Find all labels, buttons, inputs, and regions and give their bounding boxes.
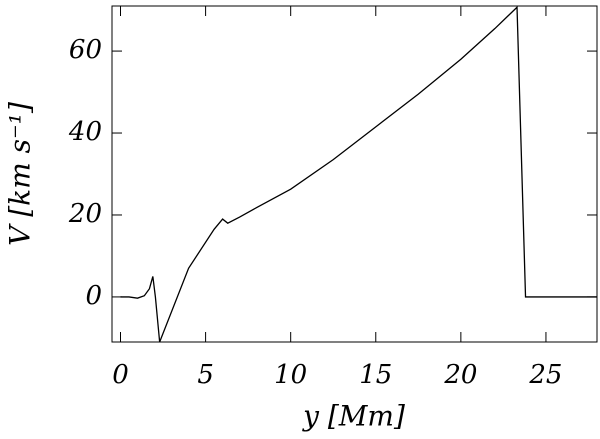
x-tick-label: 10 [274,360,307,390]
x-tick-label: 0 [112,360,129,390]
x-tick-label: 25 [528,360,562,390]
x-tick-label: 15 [359,360,392,390]
x-tick-label: 5 [197,360,214,390]
x-tick-label: 20 [443,360,477,390]
y-tick-label: 0 [85,281,102,311]
data-line [120,6,597,342]
y-tick-label: 60 [69,35,102,65]
plot-frame [111,5,598,343]
y-axis-label: V [km s⁻¹] [4,102,37,246]
y-tick-label: 20 [68,199,102,229]
x-axis-label: y [Mm] [301,400,405,433]
y-tick-label: 40 [68,117,102,147]
